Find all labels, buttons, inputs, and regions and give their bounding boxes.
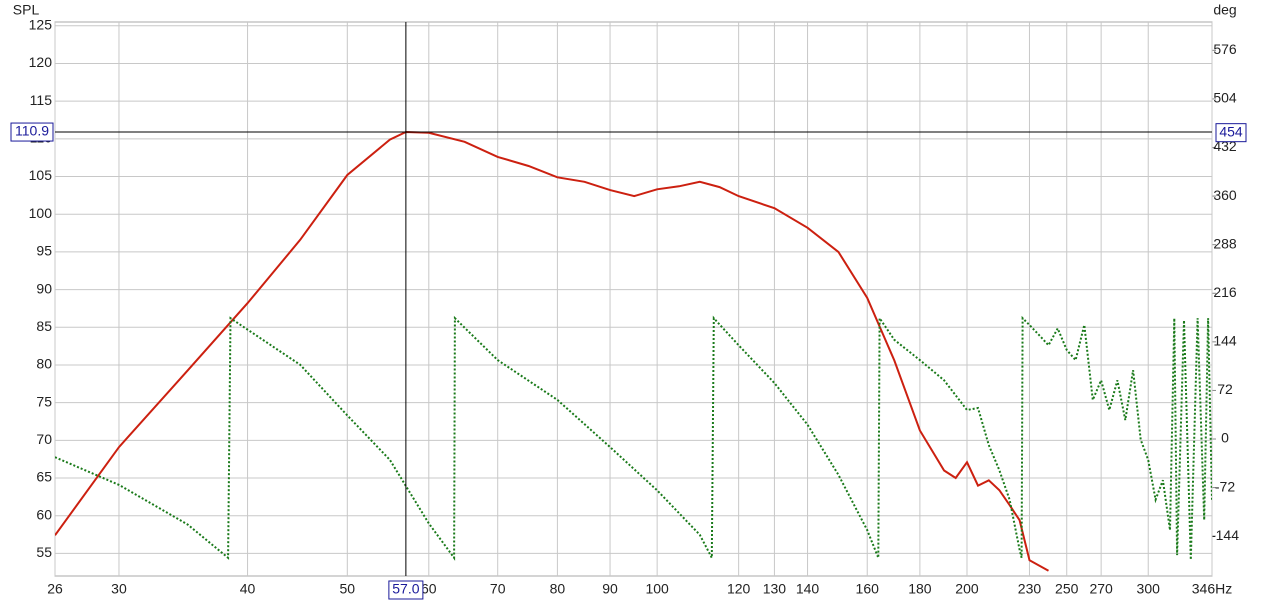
y2-tick-label: 72 [1217,381,1233,397]
y2-tick-label: -72 [1215,478,1235,494]
x-tick-label: 270 [1089,581,1113,597]
x-tick-label: 140 [796,581,820,597]
y-tick-label: 95 [36,243,52,259]
x-tick-label: 100 [645,581,669,597]
x-tick-label: 40 [240,581,256,597]
grid: 556065707580859095100105110115120125-144… [29,16,1240,596]
x-tick-label: 30 [111,581,127,597]
y2-tick-label: 504 [1213,90,1237,106]
y2-tick-label: 360 [1213,187,1237,203]
y-tick-label: 90 [36,280,52,296]
x-tick-label: 120 [727,581,751,597]
overlay: 110.9 454 57.0 [10,22,1247,600]
x-tick-label: 130 [763,581,787,597]
x-tick-label: 26 [47,581,63,597]
x-tick-label: 60 [421,581,437,597]
y-axis-label: SPL [13,2,40,18]
y2-axis-label: deg [1213,2,1236,18]
cursor-y2-label: 454 [1219,123,1243,139]
cursor-y-box [10,122,54,142]
y-tick-label: 125 [29,16,53,32]
cursor-y-label: 110.9 [15,123,49,139]
series-line [55,314,1212,561]
x-tick-label: 160 [856,581,880,597]
y2-tick-label: -144 [1211,527,1239,543]
y2-tick-label: 576 [1213,41,1237,57]
y2-tick-label: 144 [1213,333,1237,349]
series-line [55,130,1049,572]
y-tick-label: 65 [36,469,52,485]
y-tick-label: 75 [36,393,52,409]
y-tick-label: 60 [36,506,52,522]
y-tick-label: 80 [36,356,52,372]
y-tick-label: 105 [29,167,53,183]
y-tick-label: 55 [36,544,52,560]
y2-tick-label: 0 [1221,430,1229,446]
y2-tick-label: 216 [1213,284,1237,300]
y2-tick-label: 432 [1213,138,1237,154]
x-tick-label: 90 [602,581,618,597]
cursor-x-box [388,580,424,600]
x-tick-label: 200 [955,581,979,597]
x-tick-label: 346Hz [1192,581,1232,597]
y-tick-label: 100 [29,205,53,221]
x-tick-label: 50 [340,581,356,597]
y-tick-label: 70 [36,431,52,447]
lines [55,130,1212,572]
x-tick-label: 180 [908,581,932,597]
y-tick-label: 120 [29,54,53,70]
plot-area [54,21,1213,577]
x-tick-label: 300 [1137,581,1161,597]
x-tick-label: 250 [1055,581,1079,597]
x-tick-label: 80 [550,581,566,597]
y-tick-label: 85 [36,318,52,334]
x-tick-label: 230 [1018,581,1042,597]
cursor-x-label: 57.0 [392,581,419,597]
x-tick-label: 70 [490,581,506,597]
cursor-y2-box [1215,123,1247,143]
y2-tick-label: 288 [1213,235,1237,251]
y-tick-label: 115 [30,92,53,108]
